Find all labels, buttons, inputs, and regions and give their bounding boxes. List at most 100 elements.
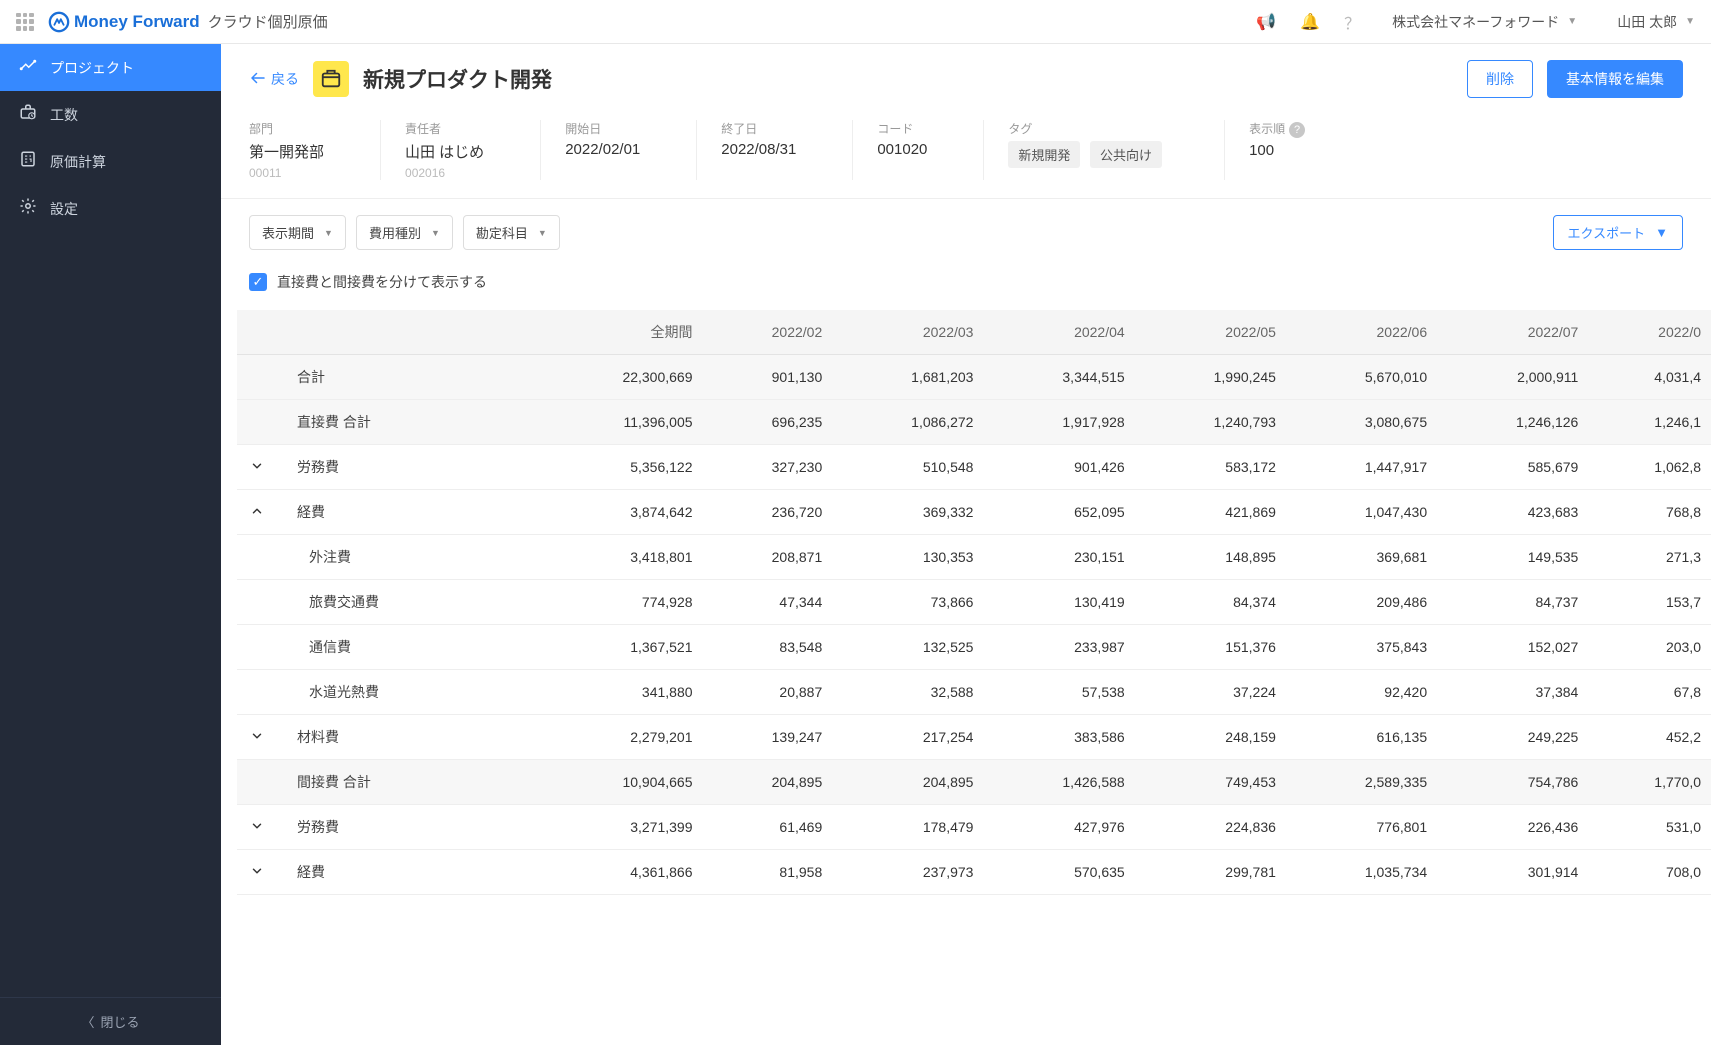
cell-value: 83,548 bbox=[703, 625, 833, 670]
expand-cell bbox=[237, 535, 287, 580]
row-label: 旅費交通費 bbox=[287, 580, 537, 625]
meta-label: 表示順? bbox=[1249, 120, 1305, 138]
account-filter[interactable]: 勘定科目 ▼ bbox=[463, 215, 560, 250]
cell-value: 152,027 bbox=[1437, 625, 1588, 670]
col-spacer bbox=[237, 310, 287, 355]
cell-value: 1,246,1 bbox=[1588, 400, 1711, 445]
meta-label: 開始日 bbox=[565, 120, 640, 137]
row-label: 間接費 合計 bbox=[287, 760, 537, 805]
tag-chip: 新規開発 bbox=[1008, 141, 1080, 168]
cell-value: 2,279,201 bbox=[537, 715, 703, 760]
chevron-down-icon[interactable] bbox=[247, 459, 267, 476]
megaphone-icon[interactable]: 📢 bbox=[1256, 12, 1276, 32]
cell-value: 1,086,272 bbox=[832, 400, 983, 445]
cell-value: 696,235 bbox=[703, 400, 833, 445]
expand-cell bbox=[237, 445, 287, 490]
sidebar-item-workload[interactable]: 工数 bbox=[0, 91, 221, 138]
cell-value: 148,895 bbox=[1135, 535, 1286, 580]
cell-value: 369,681 bbox=[1286, 535, 1437, 580]
sidebar-item-project[interactable]: プロジェクト bbox=[0, 44, 221, 91]
meta-value: 第一開発部 bbox=[249, 141, 324, 162]
cell-value: 1,367,521 bbox=[537, 625, 703, 670]
cell-value: 1,246,126 bbox=[1437, 400, 1588, 445]
cell-value: 3,080,675 bbox=[1286, 400, 1437, 445]
costtype-filter[interactable]: 費用種別 ▼ bbox=[356, 215, 453, 250]
cell-value: 708,0 bbox=[1588, 850, 1711, 895]
meta-label: 終了日 bbox=[721, 120, 796, 137]
table-row: 労務費3,271,39961,469178,479427,976224,8367… bbox=[237, 805, 1711, 850]
help-icon[interactable]: ？ bbox=[1344, 10, 1360, 34]
meta-value: 山田 はじめ bbox=[405, 141, 484, 162]
filters: 表示期間 ▼ 費用種別 ▼ 勘定科目 ▼ エクスポート ▼ bbox=[221, 199, 1711, 266]
export-button[interactable]: エクスポート ▼ bbox=[1553, 215, 1684, 250]
collapse-label: 閉じる bbox=[101, 1012, 140, 1031]
cell-value: 271,3 bbox=[1588, 535, 1711, 580]
cell-value: 230,151 bbox=[983, 535, 1134, 580]
cell-value: 2,000,911 bbox=[1437, 355, 1588, 400]
page-header: 戻る 新規プロダクト開発 削除 基本情報を編集 bbox=[221, 44, 1711, 114]
cell-value: 1,447,917 bbox=[1286, 445, 1437, 490]
chevron-down-icon[interactable] bbox=[247, 729, 267, 746]
user-select[interactable]: 山田 太郎 ▼ bbox=[1617, 12, 1695, 32]
back-label: 戻る bbox=[271, 69, 299, 89]
help-icon[interactable]: ? bbox=[1289, 122, 1305, 138]
meta-sub: 00011 bbox=[249, 166, 324, 180]
chevron-up-icon[interactable] bbox=[247, 504, 267, 521]
table-row: 水道光熱費341,88020,88732,58857,53837,22492,4… bbox=[237, 670, 1711, 715]
cell-value: 217,254 bbox=[832, 715, 983, 760]
sidebar-item-settings[interactable]: 設定 bbox=[0, 185, 221, 232]
cell-value: 583,172 bbox=[1135, 445, 1286, 490]
delete-button[interactable]: 削除 bbox=[1467, 60, 1533, 98]
meta-owner: 責任者 山田 はじめ 002016 bbox=[380, 120, 508, 180]
cell-value: 11,396,005 bbox=[537, 400, 703, 445]
meta-value: 2022/02/01 bbox=[565, 141, 640, 158]
cell-value: 5,356,122 bbox=[537, 445, 703, 490]
drop-label: 表示期間 bbox=[262, 223, 314, 242]
chevron-down-icon: ▼ bbox=[1685, 16, 1695, 27]
cell-value: 3,418,801 bbox=[537, 535, 703, 580]
cell-value: 208,871 bbox=[703, 535, 833, 580]
cell-value: 67,8 bbox=[1588, 670, 1711, 715]
back-button[interactable]: 戻る bbox=[249, 69, 299, 90]
row-label: 外注費 bbox=[287, 535, 537, 580]
cost-table: 全期間2022/022022/032022/042022/052022/0620… bbox=[221, 310, 1711, 895]
cell-value: 249,225 bbox=[1437, 715, 1588, 760]
chevron-left-icon: 〈 bbox=[81, 1012, 94, 1031]
cell-value: 901,130 bbox=[703, 355, 833, 400]
expand-cell bbox=[237, 625, 287, 670]
table-row: 通信費1,367,52183,548132,525233,987151,3763… bbox=[237, 625, 1711, 670]
cell-value: 37,224 bbox=[1135, 670, 1286, 715]
sidebar-collapse[interactable]: 〈 閉じる bbox=[0, 997, 221, 1045]
table-row: 旅費交通費774,92847,34473,866130,41984,374209… bbox=[237, 580, 1711, 625]
sidebar-item-label: 設定 bbox=[50, 199, 78, 219]
drop-label: 費用種別 bbox=[369, 223, 421, 242]
cell-value: 2,589,335 bbox=[1286, 760, 1437, 805]
apps-grid-icon[interactable] bbox=[16, 13, 34, 31]
col-header: 2022/07 bbox=[1437, 310, 1588, 355]
meta-label: 責任者 bbox=[405, 120, 484, 137]
page-title: 新規プロダクト開発 bbox=[363, 64, 552, 94]
cell-value: 570,635 bbox=[983, 850, 1134, 895]
expand-cell bbox=[237, 850, 287, 895]
col-header: 2022/03 bbox=[832, 310, 983, 355]
cell-value: 237,973 bbox=[832, 850, 983, 895]
chevron-down-icon[interactable] bbox=[247, 819, 267, 836]
chevron-down-icon[interactable] bbox=[247, 864, 267, 881]
money-forward-icon bbox=[48, 11, 70, 33]
bell-icon[interactable]: 🔔 bbox=[1300, 12, 1320, 32]
meta-strip: 部門 第一開発部 00011 責任者 山田 はじめ 002016 開始日 202… bbox=[221, 114, 1711, 199]
split-checkbox[interactable]: ✓ bbox=[249, 273, 267, 291]
org-select[interactable]: 株式会社マネーフォワード ▼ bbox=[1392, 12, 1577, 32]
cell-value: 375,843 bbox=[1286, 625, 1437, 670]
edit-button[interactable]: 基本情報を編集 bbox=[1547, 60, 1683, 98]
meta-value: 2022/08/31 bbox=[721, 141, 796, 158]
sidebar-item-costcalc[interactable]: 原価計算 bbox=[0, 138, 221, 185]
period-filter[interactable]: 表示期間 ▼ bbox=[249, 215, 346, 250]
row-label: 経費 bbox=[287, 490, 537, 535]
meta-label: コード bbox=[877, 120, 927, 137]
table-row: 経費3,874,642236,720369,332652,095421,8691… bbox=[237, 490, 1711, 535]
split-checkbox-row: ✓ 直接費と間接費を分けて表示する bbox=[221, 266, 1711, 310]
cell-value: 226,436 bbox=[1437, 805, 1588, 850]
col-header: 全期間 bbox=[537, 310, 703, 355]
cell-value: 652,095 bbox=[983, 490, 1134, 535]
